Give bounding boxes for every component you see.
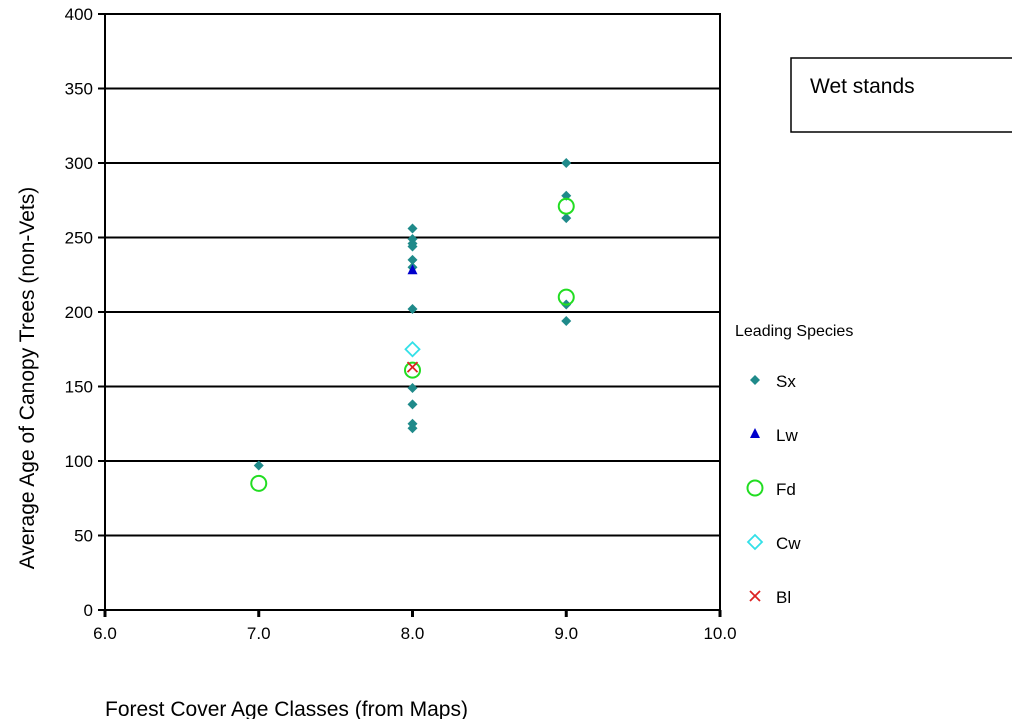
point-lw — [407, 264, 418, 275]
series-fd — [250, 197, 575, 492]
legend: Leading Species Sx Lw Fd Cw Bl — [735, 323, 853, 607]
point-fd — [557, 288, 575, 306]
y-tick-label: 200 — [65, 303, 93, 322]
point-cw — [404, 340, 421, 358]
x-tick-label: 9.0 — [554, 624, 578, 643]
series-bl — [406, 361, 419, 373]
annotation-box: Wet stands — [790, 57, 1012, 133]
legend-marker-cw — [746, 533, 764, 551]
legend-label: Cw — [776, 534, 801, 553]
point-sx — [407, 254, 418, 265]
legend-label: Bl — [776, 588, 791, 607]
x-tick-label: 7.0 — [247, 624, 271, 643]
point-sx — [407, 241, 418, 252]
point-fd — [557, 197, 575, 215]
annotation-text: Wet stands — [810, 75, 915, 98]
point-bl-stroke — [406, 361, 419, 373]
y-tick-label: 150 — [65, 378, 93, 397]
legend-marker-lw — [750, 428, 760, 438]
series-sx — [253, 158, 572, 471]
point-fd — [404, 361, 421, 379]
legend-title: Leading Species — [735, 323, 853, 340]
y-tick-label: 350 — [65, 80, 93, 99]
point-sx — [407, 382, 418, 393]
legend-marker-fd — [746, 479, 764, 497]
x-tick-label: 6.0 — [93, 624, 117, 643]
y-tick-label: 300 — [65, 154, 93, 173]
y-tick-label: 100 — [65, 452, 93, 471]
point-sx — [561, 315, 572, 326]
y-axis-label: Average Age of Canopy Trees (non-Vets) — [16, 187, 39, 570]
point-sx — [407, 223, 418, 234]
legend-item-cw: Cw — [746, 533, 801, 553]
point-bl — [406, 361, 419, 373]
legend-marker-bl — [749, 590, 761, 602]
x-axis-label: Forest Cover Age Classes (from Maps) — [105, 698, 468, 719]
legend-item-sx: Sx — [750, 372, 796, 391]
y-tick-label: 400 — [65, 5, 93, 24]
point-fd — [250, 474, 268, 492]
series-lw — [407, 264, 418, 275]
point-sx — [253, 460, 264, 471]
legend-item-lw: Lw — [750, 426, 798, 445]
point-sx — [407, 399, 418, 410]
y-tick-label: 250 — [65, 229, 93, 248]
legend-item-fd: Fd — [746, 479, 796, 499]
legend-item-bl: Bl — [749, 588, 791, 607]
y-tick-label: 0 — [84, 601, 93, 620]
series-cw — [404, 340, 421, 358]
point-sx — [407, 423, 418, 434]
legend-marker-bl-stroke — [749, 590, 761, 602]
point-sx — [561, 213, 572, 224]
legend-label: Sx — [776, 372, 796, 391]
point-sx — [407, 304, 418, 315]
legend-marker-sx — [750, 375, 760, 385]
axis-ticks: 0 50 100 150 200 250 300 350 400 6.0 7.0 8.0 9.0 10.0 — [65, 5, 737, 643]
legend-label: Fd — [776, 480, 796, 499]
y-tick-label: 50 — [74, 527, 93, 546]
data-points — [250, 158, 575, 492]
x-tick-label: 10.0 — [703, 624, 736, 643]
point-sx — [561, 158, 572, 168]
x-tick-label: 8.0 — [401, 624, 425, 643]
legend-label: Lw — [776, 426, 798, 445]
